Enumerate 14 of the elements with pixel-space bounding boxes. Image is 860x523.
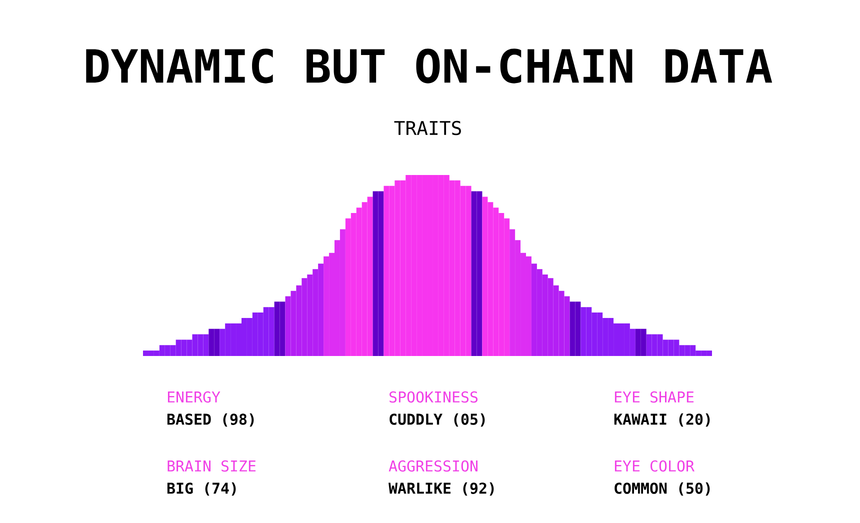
text: AGGRESSION (388, 460, 478, 472)
chart-title: DYNAMIC BUT ON-CHAIN DATA (86, 48, 772, 84)
text: BIG (74) (167, 482, 236, 496)
text: EYE COLOR (614, 460, 694, 472)
text: COMMON (50) (614, 482, 710, 496)
text: WARLIKE (92) (388, 482, 494, 496)
text: ENERGY (168, 391, 220, 403)
text: SPOOKINESS (390, 391, 478, 403)
text: BASED (98) (167, 413, 254, 427)
text: CUDDLY (05) (390, 413, 485, 427)
chart-subtitle: TRAITS (394, 120, 461, 136)
text: KAWAII (20) (614, 413, 710, 427)
text: BRAIN SIZE (168, 460, 256, 472)
text: EYE SHAPE (614, 391, 694, 403)
